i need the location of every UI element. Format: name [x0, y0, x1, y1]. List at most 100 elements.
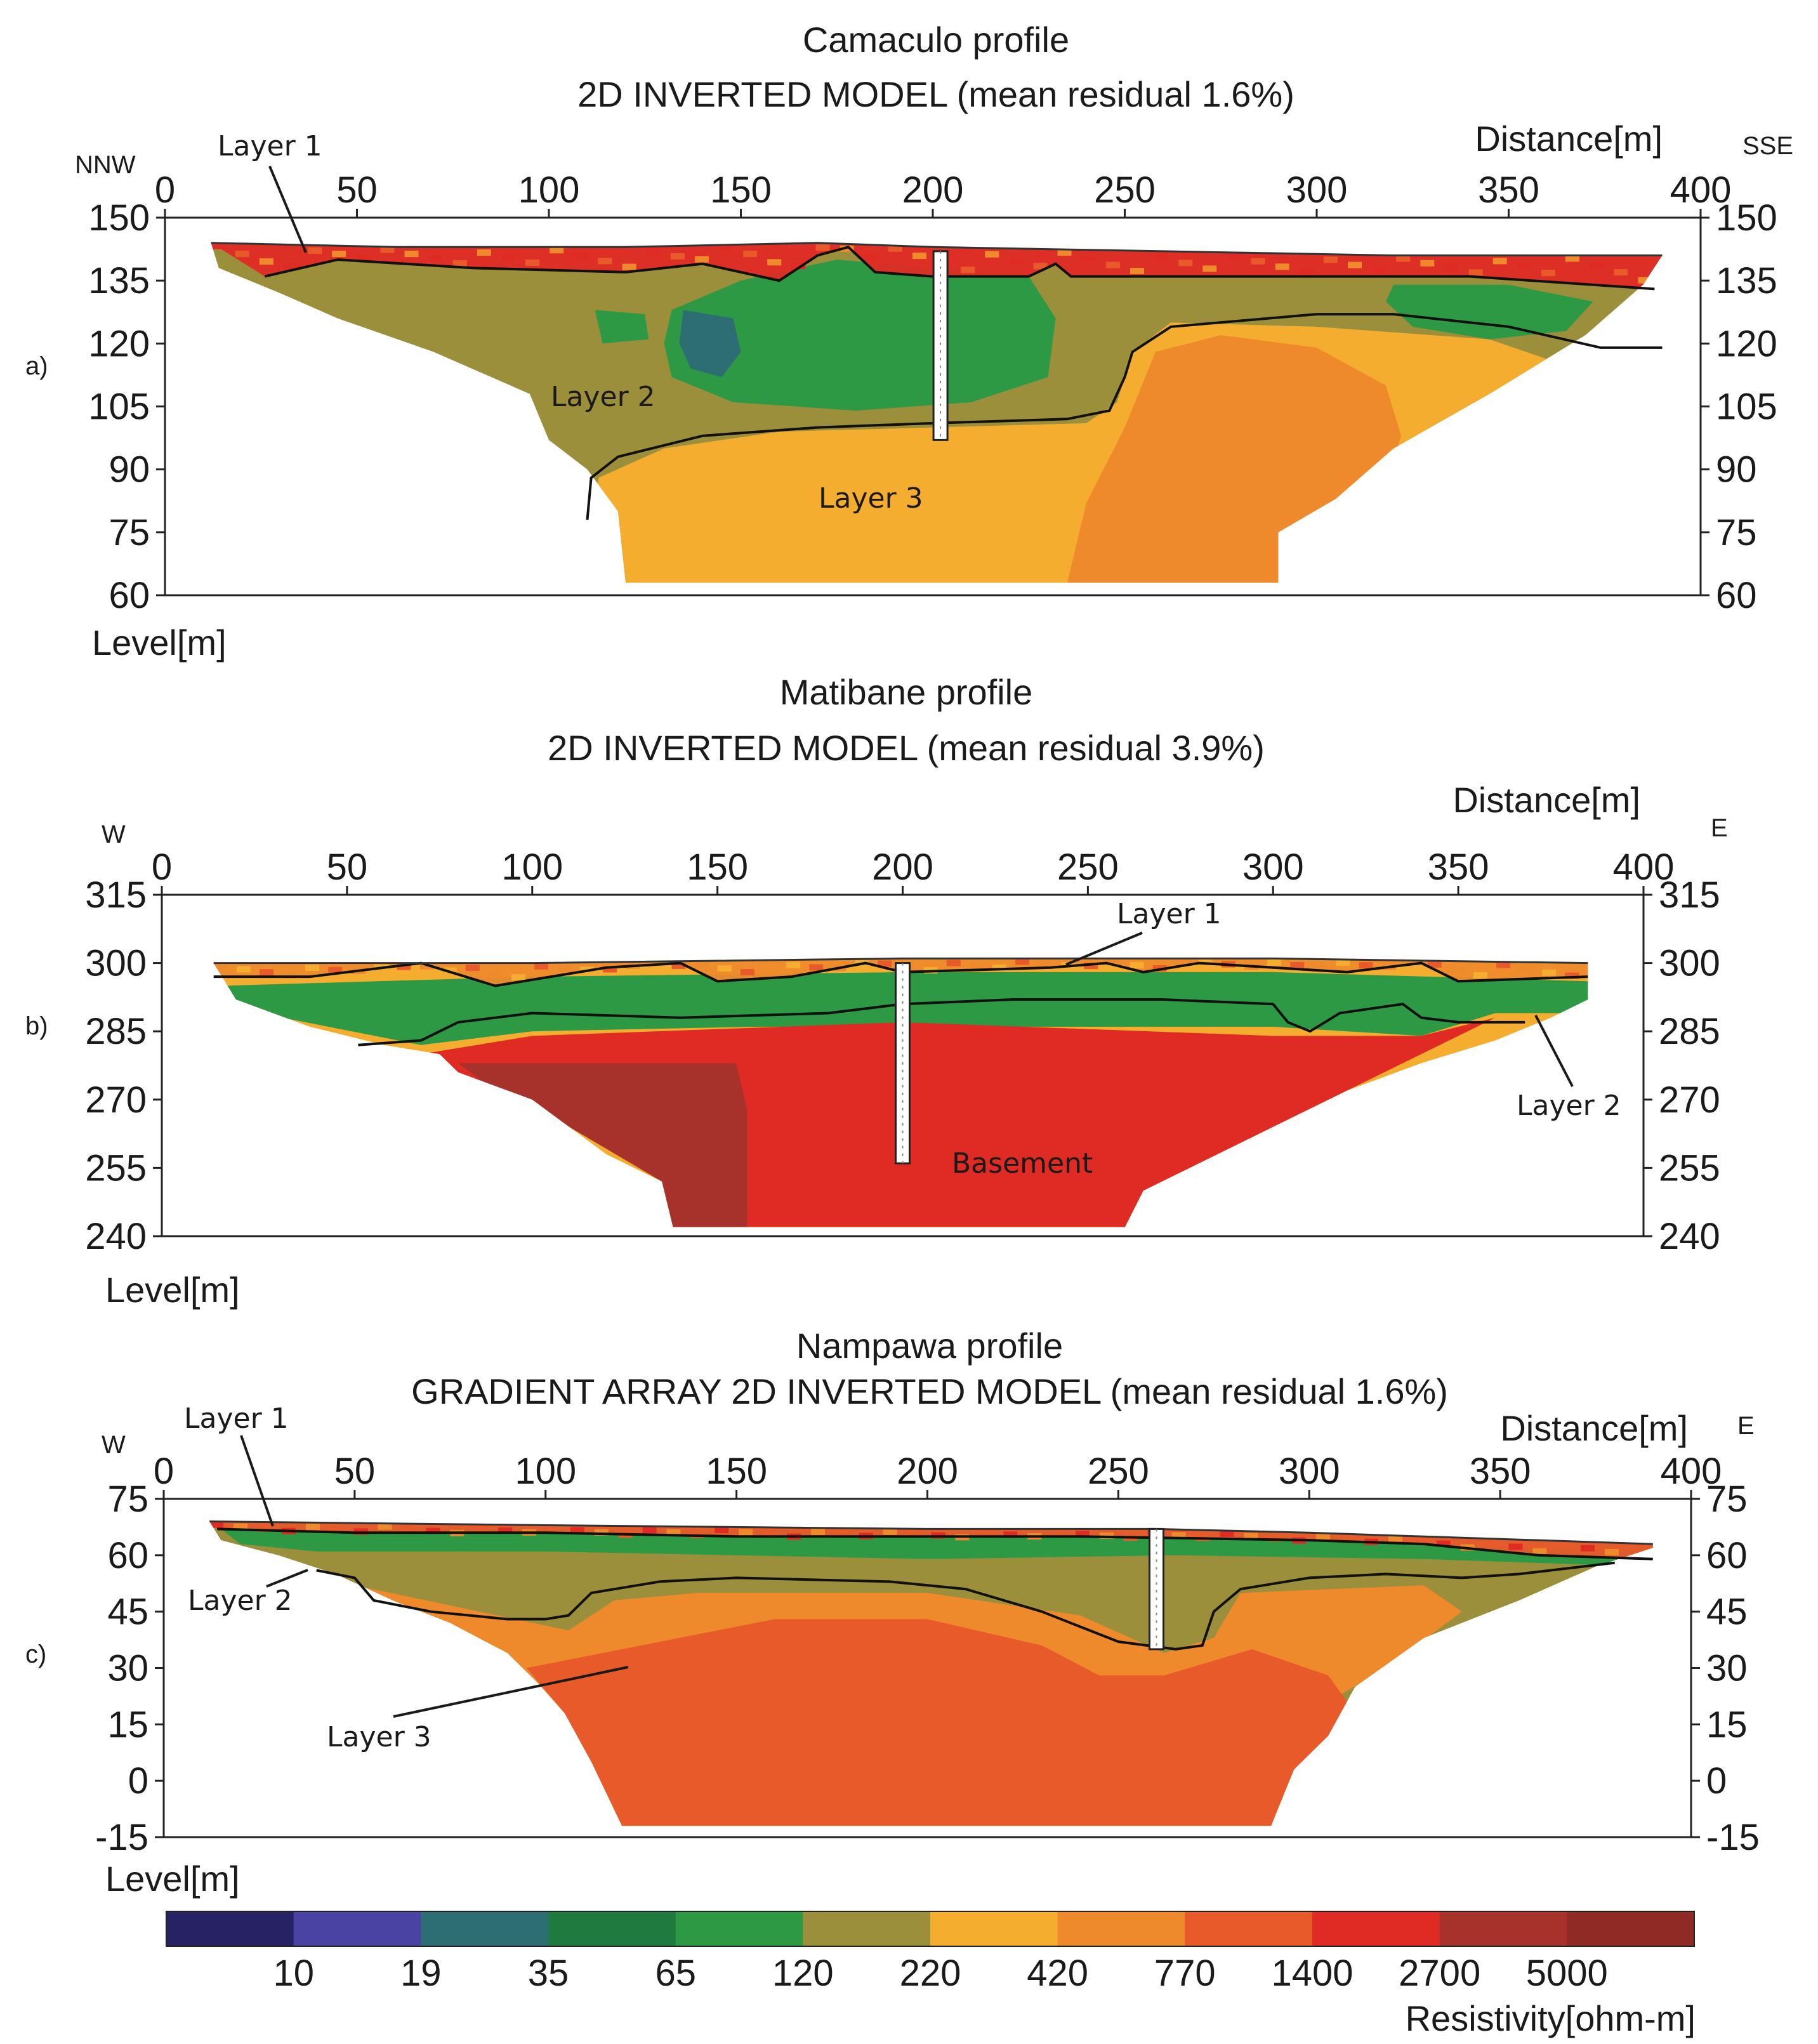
x-tick-label: 350	[1470, 1451, 1531, 1492]
y-tick-label-right: 15	[1706, 1704, 1748, 1745]
panel-c-layer1-leader	[240, 1435, 274, 1527]
layer1-speck	[694, 256, 709, 263]
panel-b-plot	[161, 893, 1645, 1237]
x-tick-label: 400	[1670, 169, 1732, 211]
layer1-speck	[666, 1529, 681, 1536]
layer1-speck	[719, 245, 733, 252]
layer1-speck	[328, 966, 343, 973]
layer1-speck	[1290, 962, 1305, 968]
layer1-speck	[236, 966, 251, 973]
panel-c-annotation-layer3: Layer 3	[327, 1721, 431, 1753]
y-tick-label-right: 150	[1716, 197, 1777, 239]
layer1-speck	[1175, 958, 1190, 965]
x-tick-label: 100	[518, 169, 580, 211]
x-tick-label: 150	[706, 1451, 767, 1492]
colorbar-tick-label: 770	[1154, 1953, 1216, 1994]
layer1-speck	[622, 263, 636, 270]
colorbar-label: Resistivity[ohm-m]	[1406, 1998, 1696, 2038]
layer1-speck	[574, 252, 588, 259]
region-layer-3-core	[526, 1619, 1355, 1826]
layer1-speck	[1508, 1543, 1523, 1550]
layer1-speck	[209, 1521, 224, 1528]
layer1-speck	[374, 963, 388, 970]
y-tick-label-right: 75	[1706, 1479, 1748, 1520]
panel-b-right-direction: E	[1711, 814, 1728, 842]
y-tick-label-right: 300	[1659, 943, 1720, 984]
layer1-speck	[259, 969, 273, 976]
panel-a-left-direction: NNW	[75, 151, 136, 179]
x-tick-label: 50	[327, 847, 368, 888]
boundary-layer-1-base	[217, 1527, 1653, 1560]
layer1-speck	[1412, 1538, 1426, 1545]
layer1-speck	[1427, 961, 1442, 968]
x-tick-label: 100	[515, 1451, 576, 1492]
layer1-speck	[1316, 1534, 1331, 1540]
layer1-speck	[511, 974, 525, 981]
layer1-speck	[1484, 1540, 1499, 1546]
layer1-speck	[258, 1526, 272, 1532]
x-tick-label: 300	[1279, 1451, 1340, 1492]
y-tick-label-right: 30	[1706, 1648, 1748, 1689]
x-tick-label: 100	[501, 847, 563, 888]
layer1-speck	[501, 254, 515, 261]
y-tick-label-right: 90	[1716, 449, 1757, 491]
colorbar-swatch	[293, 1911, 421, 1946]
panel-c-layer2-leader	[266, 1569, 308, 1588]
layer1-speck	[1057, 249, 1072, 256]
layer1-speck	[1084, 963, 1098, 970]
layer1-speck	[1557, 1541, 1571, 1548]
layer1-speck	[767, 259, 782, 266]
boundary-layer-1-base	[264, 246, 1655, 291]
boundary-layer-2-layer-3-boundary	[316, 1561, 1615, 1651]
colorbar-swatch	[675, 1911, 803, 1946]
panel-c-left-direction: W	[102, 1431, 126, 1459]
colorbar-swatch	[1057, 1911, 1185, 1946]
layer1-speck	[1178, 260, 1193, 267]
layer1-speck	[1003, 1531, 1018, 1538]
layer1-speck	[305, 1523, 320, 1530]
panel-c-right-direction: E	[1737, 1412, 1755, 1440]
layer1-speck	[1372, 267, 1387, 274]
surface-line	[211, 242, 1663, 256]
panel-a-ylabel: Level[m]	[92, 623, 227, 663]
layer1-speck	[740, 969, 754, 976]
layer1-speck	[1323, 256, 1338, 263]
layer1-speck	[670, 253, 685, 260]
layer1-speck	[498, 1527, 513, 1534]
surface-line	[213, 957, 1588, 965]
x-tick-label: 350	[1428, 847, 1489, 888]
layer1-speck	[1541, 270, 1555, 277]
layer1-speck	[332, 251, 346, 258]
layer1-speck	[402, 1526, 416, 1533]
layer1-speck	[234, 1523, 248, 1530]
y-tick-label-left: 75	[109, 512, 150, 553]
panel-b-label: b)	[25, 1012, 48, 1040]
y-tick-label-left: -15	[95, 1817, 148, 1858]
colorbar-swatch	[930, 1911, 1058, 1946]
panel-b-annotation-basement: Basement	[952, 1147, 1093, 1180]
y-tick-label-left: 150	[88, 197, 150, 239]
layer1-speck	[488, 970, 503, 977]
layer1-speck	[992, 965, 1006, 971]
layer1-speck	[878, 960, 892, 967]
panel-b-layer2-leader	[1534, 1015, 1574, 1087]
layer1-speck	[1359, 962, 1373, 969]
layer1-speck	[426, 1527, 440, 1534]
layer1-speck	[1076, 1531, 1090, 1537]
layer1-speck	[969, 962, 984, 969]
layer1-speck	[474, 1525, 489, 1532]
x-tick-label: 250	[1088, 1451, 1149, 1492]
colorbar-swatch	[803, 1911, 931, 1946]
layer1-speck	[380, 246, 395, 253]
layer1-speck	[815, 244, 830, 251]
layer1-speck	[1227, 252, 1241, 259]
x-tick-label: 250	[1057, 847, 1119, 888]
x-tick-label: 400	[1613, 847, 1675, 888]
panel-c-title: Nampawa profile	[796, 1326, 1063, 1366]
y-tick-label-right: 60	[1716, 575, 1757, 616]
layer1-speck	[570, 1527, 584, 1534]
colorbar-swatch	[548, 1911, 676, 1946]
panel-a-annotation-layer3: Layer 3	[819, 482, 923, 515]
layer1-speck	[791, 263, 806, 270]
